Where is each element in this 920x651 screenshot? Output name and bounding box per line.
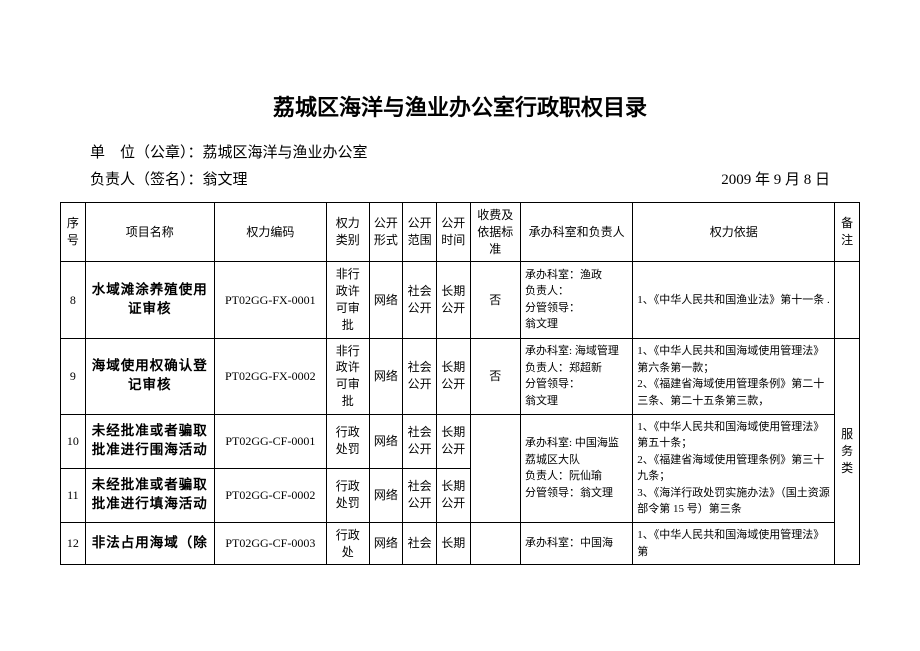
th-cat: 权力类别 [326,203,369,262]
cell-time: 长期公开 [436,468,470,522]
cell-time: 长期公开 [436,262,470,338]
cell-scope: 社会 [403,522,437,565]
owner-line: 负责人（签名）：翁文理 [90,167,248,194]
cell-code: PT02GG-CF-0002 [214,468,326,522]
cell-form: 网络 [369,522,403,565]
cell-time: 长期公开 [436,338,470,414]
cell-fee [470,522,520,565]
cell-time: 长期 [436,522,470,565]
cell-fee [470,414,520,522]
cell-dept: 承办科室: 海域管理负责人：郑超新分管领导：翁文理 [521,338,633,414]
cell-idx: 12 [61,522,86,565]
cell-cat: 行政处罚 [326,414,369,468]
cell-idx: 10 [61,414,86,468]
owner-value: 翁文理 [203,172,248,188]
cell-code: PT02GG-CF-0003 [214,522,326,565]
meta-block: 单 位（公章）：荔城区海洋与渔业办公室 负责人（签名）：翁文理 2009 年 9… [90,140,830,194]
header-row: 序号 项目名称 权力编码 权力类别 公开形式 公开范围 公开时间 收费及依据标准… [61,203,860,262]
cell-name: 水域滩涂养殖使用证审核 [85,262,214,338]
cell-code: PT02GG-FX-0002 [214,338,326,414]
cell-note [835,262,860,338]
cell-cat: 非行政许可审批 [326,338,369,414]
cell-dept: 承办科室：渔政负责人：分管领导：翁文理 [521,262,633,338]
th-basis: 权力依据 [633,203,835,262]
th-form: 公开形式 [369,203,403,262]
th-scope: 公开范围 [403,203,437,262]
unit-label: 单 位（公章）： [90,145,203,161]
th-dept: 承办科室和负责人 [521,203,633,262]
owner-label: 负责人（签名）： [90,172,203,188]
cell-form: 网络 [369,468,403,522]
cell-scope: 社会公开 [403,262,437,338]
cell-cat: 非行政许可审批 [326,262,369,338]
cell-fee: 否 [470,262,520,338]
cell-scope: 社会公开 [403,414,437,468]
cell-idx: 8 [61,262,86,338]
cell-name: 海域使用权确认登记审核 [85,338,214,414]
cell-dept: 承办科室：中国海 [521,522,633,565]
cell-scope: 社会公开 [403,338,437,414]
cell-cat: 行政处 [326,522,369,565]
cell-form: 网络 [369,338,403,414]
table-row: 10 未经批准或者骗取批准进行围海活动 PT02GG-CF-0001 行政处罚 … [61,414,860,468]
cell-basis: 1、《中华人民共和国渔业法》第十一条 . [633,262,835,338]
page-title: 荔城区海洋与渔业办公室行政职权目录 [60,90,860,122]
th-time: 公开时间 [436,203,470,262]
cell-name: 未经批准或者骗取批准进行围海活动 [85,414,214,468]
cell-name: 非法占用海域（除 [85,522,214,565]
th-idx: 序号 [61,203,86,262]
cell-idx: 9 [61,338,86,414]
table-row: 12 非法占用海域（除 PT02GG-CF-0003 行政处 网络 社会 长期 … [61,522,860,565]
cell-scope: 社会公开 [403,468,437,522]
cell-name: 未经批准或者骗取批准进行填海活动 [85,468,214,522]
cell-dept-merged: 承办科室: 中国海监荔城区大队负责人：阮仙瑜分管领导：翁文理 [521,414,633,522]
unit-value: 荔城区海洋与渔业办公室 [203,145,368,161]
cell-idx: 11 [61,468,86,522]
directory-table: 序号 项目名称 权力编码 权力类别 公开形式 公开范围 公开时间 收费及依据标准… [60,202,860,565]
table-row: 9 海域使用权确认登记审核 PT02GG-FX-0002 非行政许可审批 网络 … [61,338,860,414]
cell-code: PT02GG-FX-0001 [214,262,326,338]
th-note: 备注 [835,203,860,262]
cell-time: 长期公开 [436,414,470,468]
th-name: 项目名称 [85,203,214,262]
cell-basis: 1、《中华人民共和国海域使用管理法》第六条第一款；2、《福建省海域使用管理条例》… [633,338,835,414]
cell-code: PT02GG-CF-0001 [214,414,326,468]
cell-form: 网络 [369,414,403,468]
cell-basis: 1、《中华人民共和国海域使用管理法》第 [633,522,835,565]
date-line: 2009 年 9 月 8 日 [721,167,830,194]
cell-cat: 行政处罚 [326,468,369,522]
th-fee: 收费及依据标准 [470,203,520,262]
table-row: 8 水域滩涂养殖使用证审核 PT02GG-FX-0001 非行政许可审批 网络 … [61,262,860,338]
th-code: 权力编码 [214,203,326,262]
cell-note-merged: 服务类 [835,338,860,565]
unit-line: 单 位（公章）：荔城区海洋与渔业办公室 [90,140,368,167]
cell-form: 网络 [369,262,403,338]
cell-fee: 否 [470,338,520,414]
cell-basis-merged: 1、《中华人民共和国海域使用管理法》第五十条；2、《福建省海域使用管理条例》第三… [633,414,835,522]
